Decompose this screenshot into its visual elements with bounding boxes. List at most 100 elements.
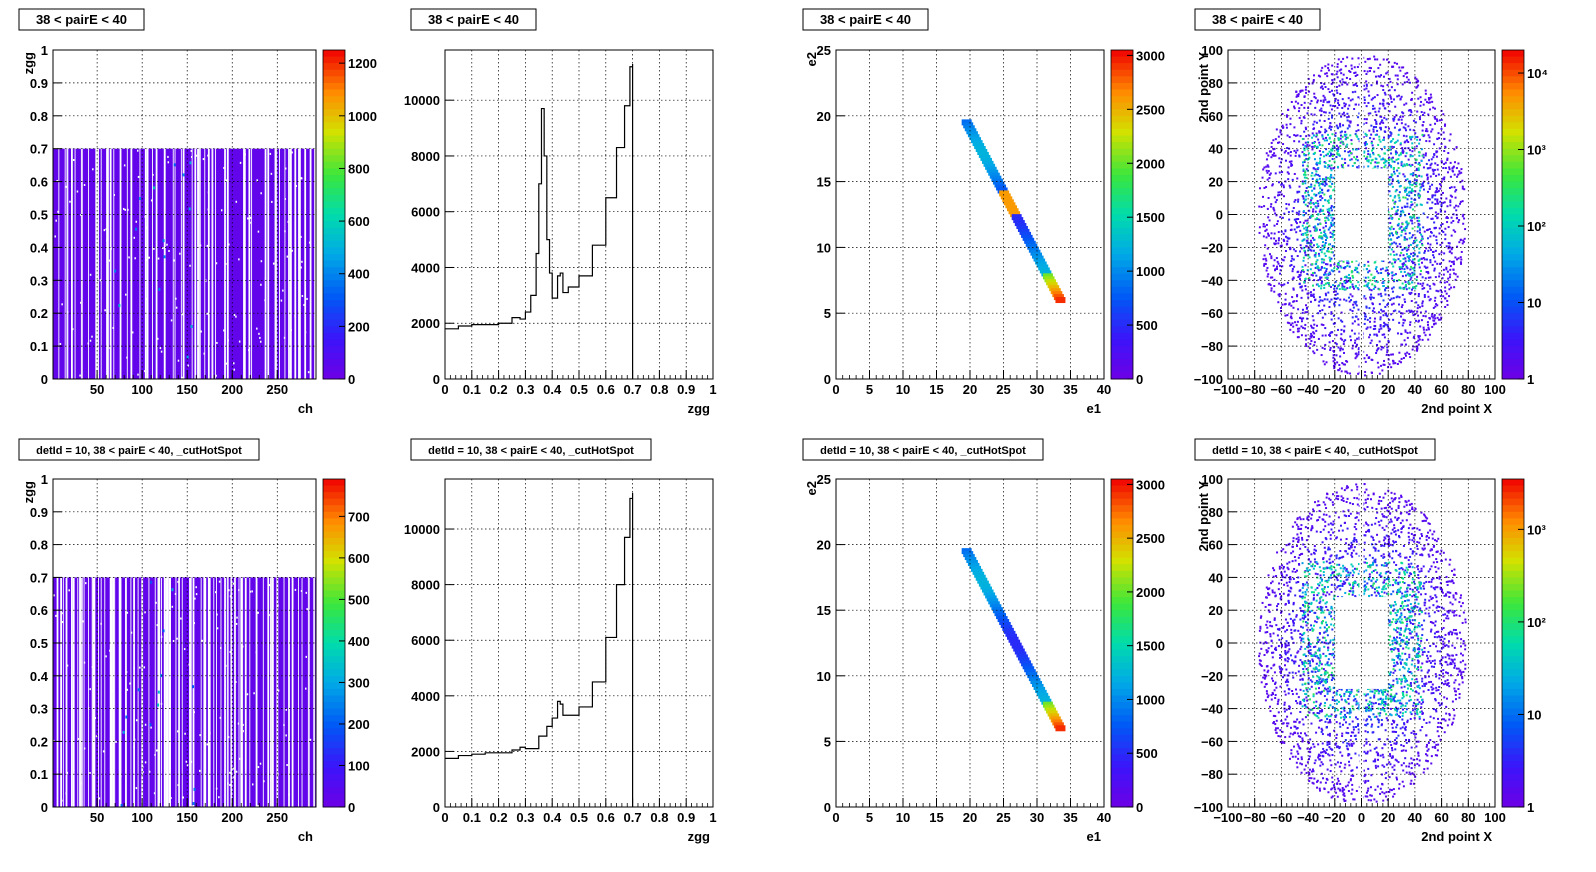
- hit-cell: [1410, 276, 1413, 279]
- hit-cell: [1404, 300, 1407, 303]
- hit-cell: [1350, 67, 1353, 70]
- hit-cell: [1439, 210, 1442, 213]
- hit-cell: [1428, 299, 1431, 302]
- hit-cell: [1351, 347, 1354, 350]
- hit-cell: [1328, 143, 1331, 146]
- hit-cell: [1299, 274, 1302, 277]
- hit-cell: [1439, 262, 1442, 265]
- hit-cell: [1341, 320, 1344, 323]
- hit-cell: [1330, 318, 1333, 321]
- hit-cell: [1445, 268, 1448, 271]
- hit-cell: [1270, 141, 1273, 144]
- hit-cell: [1413, 335, 1416, 338]
- hit-cell: [1316, 324, 1319, 327]
- hit-cell: [1357, 147, 1360, 150]
- hit-cell: [1330, 73, 1333, 76]
- hit-cell: [1448, 139, 1451, 142]
- hit-cell: [1448, 288, 1451, 291]
- hit-cell: [1425, 127, 1428, 130]
- hit-cell: [1403, 270, 1406, 273]
- hit-cell: [1418, 335, 1421, 338]
- hit-cell: [1310, 215, 1313, 218]
- colorbar-cell: [1111, 207, 1133, 215]
- hit-cell: [1458, 170, 1461, 173]
- colorbar-cell: [1111, 313, 1133, 321]
- hit-cell: [1305, 91, 1308, 94]
- hit-cell: [1438, 227, 1441, 230]
- empty-channel: [71, 148, 73, 379]
- empty-channel: [216, 577, 217, 807]
- empty-channel: [174, 148, 176, 379]
- hit-cell: [1396, 205, 1399, 208]
- z-tick-label: 500: [1136, 318, 1158, 333]
- hit-cell: [1410, 310, 1413, 313]
- hit-cell: [1265, 169, 1268, 172]
- hit-cell: [1383, 288, 1386, 291]
- hit-cell: [1358, 164, 1361, 167]
- hit-cell: [1407, 259, 1410, 262]
- hit-cell: [1303, 281, 1306, 284]
- empty-channel: [91, 577, 93, 807]
- hit-cell: [1440, 203, 1443, 206]
- hit-cell: [1358, 347, 1361, 350]
- hit-cell: [1303, 101, 1306, 104]
- hit-cell: [1334, 280, 1337, 283]
- hit-cell: [1312, 331, 1315, 334]
- hit-cell: [1408, 190, 1411, 193]
- empty-cell: [160, 635, 163, 638]
- hit-cell: [1309, 230, 1312, 233]
- hit-cell: [1415, 285, 1418, 288]
- hit-cell: [1416, 219, 1419, 222]
- empty-channel: [270, 577, 272, 807]
- hot-cell: [125, 715, 128, 719]
- hit-cell: [1323, 139, 1326, 142]
- colorbar-cell: [323, 531, 345, 539]
- hit-cell: [1321, 144, 1324, 147]
- empty-cell: [73, 769, 75, 772]
- hit-cell: [1281, 303, 1284, 306]
- hit-cell: [1394, 273, 1397, 276]
- hit-cell: [1319, 157, 1322, 160]
- hit-cell: [1329, 243, 1332, 246]
- empty-channel: [204, 148, 206, 379]
- hit-cell: [1311, 142, 1314, 145]
- colorbar-cell: [323, 168, 345, 176]
- hit-cell: [1368, 129, 1371, 132]
- hit-cell: [1404, 343, 1407, 346]
- hit-cell: [1312, 336, 1315, 339]
- hit-cell: [1429, 235, 1432, 238]
- hit-cell: [1321, 244, 1324, 247]
- hit-cell: [1314, 106, 1317, 109]
- hit-cell: [1311, 315, 1314, 318]
- empty-channel: [175, 577, 177, 807]
- hit-cell: [1339, 349, 1342, 352]
- hit-cell: [1270, 257, 1273, 260]
- hit-cell: [1393, 170, 1396, 173]
- colorbar-cell: [1111, 253, 1133, 262]
- colorbar-cell: [1502, 214, 1524, 222]
- empty-cell: [130, 169, 132, 172]
- hit-cell: [1407, 222, 1410, 225]
- hit-cell: [1324, 136, 1327, 139]
- hit-cell: [1264, 244, 1267, 247]
- hit-cell: [1346, 372, 1349, 375]
- empty-cell: [72, 159, 75, 162]
- hit-cell: [1454, 273, 1457, 276]
- colorbar-cell: [323, 181, 345, 189]
- empty-channel: [144, 148, 147, 379]
- empty-cell: [303, 303, 305, 306]
- hit-cell: [1340, 266, 1343, 269]
- hit-cell: [1405, 246, 1408, 249]
- colorbar-cell: [323, 142, 345, 150]
- hit-cell: [1404, 257, 1407, 260]
- colorbar-cell: [323, 69, 345, 77]
- colorbar-cell: [323, 346, 345, 354]
- hit-cell: [1379, 63, 1382, 66]
- empty-channel: [279, 148, 280, 379]
- hit-cell: [1440, 127, 1443, 130]
- hit-cell: [1318, 192, 1321, 195]
- hit-cell: [1329, 180, 1332, 183]
- hit-cell: [1418, 227, 1421, 230]
- panel-title: 38 < pairE < 40: [36, 12, 127, 27]
- hot-cell: [120, 803, 123, 807]
